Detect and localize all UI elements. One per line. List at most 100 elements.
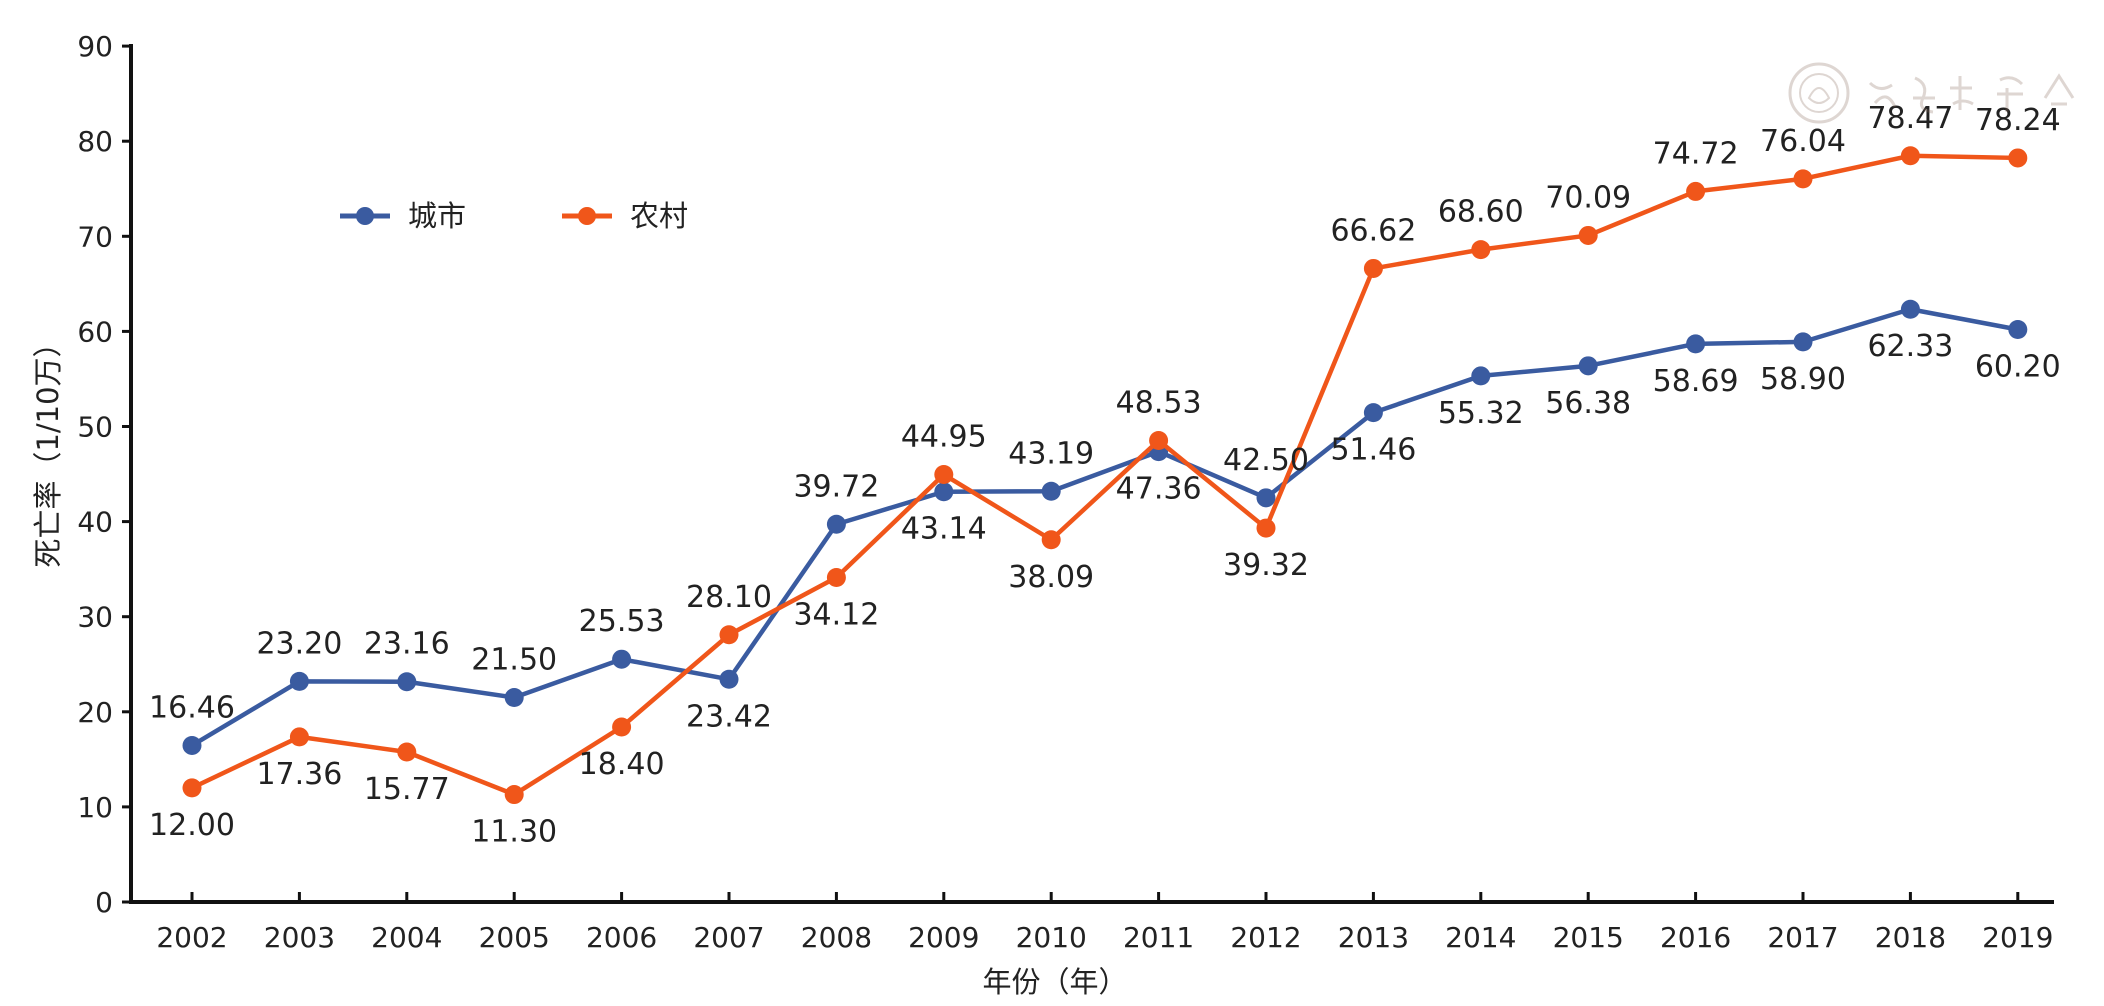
data-point-rural <box>1149 430 1169 450</box>
data-label-urban: 58.90 <box>1760 362 1846 397</box>
x-tick-label: 2019 <box>1982 921 2053 954</box>
data-point-rural <box>719 625 739 645</box>
data-label-urban: 47.36 <box>1116 472 1202 507</box>
data-label-rural: 74.72 <box>1653 136 1739 171</box>
legend-marker-urban <box>356 207 374 225</box>
seal-logo-icon <box>1788 62 2075 124</box>
x-tick-label: 2005 <box>479 921 550 954</box>
y-tick-label: 90 <box>77 30 113 63</box>
data-point-rural <box>612 717 632 737</box>
y-tick-label: 0 <box>95 886 113 919</box>
series-layer <box>182 146 2028 805</box>
data-point-rural <box>1041 530 1061 550</box>
data-labels: 16.46 23.20 23.16 21.50 25.53 23.42 39.72 43.14… <box>149 101 2061 850</box>
data-point-urban <box>1793 332 1813 352</box>
x-tick-label: 2008 <box>801 921 872 954</box>
data-point-rural <box>1578 225 1598 245</box>
data-label-rural: 44.95 <box>901 420 987 455</box>
data-point-rural <box>1900 146 1920 166</box>
data-point-urban <box>1363 403 1383 423</box>
data-point-rural <box>1363 258 1383 278</box>
y-tick-label: 40 <box>77 506 113 539</box>
legend: 城市 农村 <box>340 199 688 233</box>
x-tick-label: 2011 <box>1123 921 1194 954</box>
data-label-rural: 11.30 <box>471 815 557 850</box>
legend-label-urban: 城市 <box>408 199 466 233</box>
y-ticks: 0 10 20 30 40 50 60 70 80 90 <box>77 30 131 919</box>
data-point-urban <box>289 671 309 691</box>
data-label-urban: 23.20 <box>256 626 342 661</box>
data-point-urban <box>397 672 417 692</box>
data-point-rural <box>934 465 954 485</box>
data-point-urban <box>1041 481 1061 501</box>
y-tick-label: 50 <box>77 411 113 444</box>
data-point-urban <box>826 514 846 534</box>
data-point-rural <box>1256 518 1276 538</box>
data-label-urban: 25.53 <box>579 604 665 639</box>
data-point-urban <box>1471 366 1491 386</box>
x-tick-label: 2013 <box>1338 921 1409 954</box>
x-tick-label: 2002 <box>156 921 227 954</box>
data-label-urban: 23.42 <box>686 699 772 734</box>
watermark <box>1785 58 2104 128</box>
data-label-urban: 42.50 <box>1223 443 1309 478</box>
x-tick-label: 2014 <box>1445 921 1516 954</box>
data-label-urban: 55.32 <box>1438 396 1524 431</box>
data-label-rural: 38.09 <box>1008 560 1094 595</box>
legend-label-rural: 农村 <box>630 199 688 233</box>
data-label-rural: 17.36 <box>256 757 342 792</box>
y-axis-title: 死亡率（1/10万） <box>31 328 65 567</box>
legend-marker-rural <box>578 207 596 225</box>
data-label-rural: 28.10 <box>686 580 772 615</box>
data-label-urban: 16.46 <box>149 690 235 725</box>
data-label-urban: 43.14 <box>901 512 987 547</box>
data-point-urban <box>1256 488 1276 508</box>
x-tick-label: 2004 <box>371 921 442 954</box>
data-label-rural: 12.00 <box>149 808 235 843</box>
data-label-rural: 66.62 <box>1330 213 1416 248</box>
x-ticks: 2002 2003 2004 2005 2006 2007 2008 2009 2010 2011… <box>156 892 2053 954</box>
data-point-urban <box>182 735 202 755</box>
x-tick-label: 2015 <box>1553 921 1624 954</box>
data-label-rural: 68.60 <box>1438 195 1524 230</box>
data-point-rural <box>397 742 417 762</box>
data-label-urban: 23.16 <box>364 627 450 662</box>
x-tick-label: 2006 <box>586 921 657 954</box>
data-label-rural: 76.04 <box>1760 124 1846 159</box>
data-point-rural <box>1686 181 1706 201</box>
data-label-rural: 39.32 <box>1223 548 1309 583</box>
y-tick-label: 20 <box>77 696 113 729</box>
data-label-rural: 34.12 <box>793 598 879 633</box>
x-tick-label: 2016 <box>1660 921 1731 954</box>
data-point-urban <box>719 669 739 689</box>
data-point-urban <box>1578 356 1598 376</box>
y-tick-label: 70 <box>77 220 113 253</box>
data-point-rural <box>289 727 309 747</box>
data-label-urban: 60.20 <box>1975 349 2061 384</box>
x-tick-label: 2018 <box>1875 921 1946 954</box>
data-point-rural <box>1793 169 1813 189</box>
series-line-rural <box>191 153 2018 797</box>
x-tick-label: 2007 <box>693 921 764 954</box>
legend-item-urban: 城市 <box>340 199 466 233</box>
data-point-urban <box>504 688 524 708</box>
data-point-rural <box>182 778 202 798</box>
x-tick-label: 2012 <box>1230 921 1301 954</box>
data-label-rural: 15.77 <box>364 772 450 807</box>
data-label-rural: 18.40 <box>579 747 665 782</box>
series-line-urban <box>190 306 2019 748</box>
x-tick-label: 2003 <box>264 921 335 954</box>
data-point-rural <box>1471 240 1491 260</box>
data-label-urban: 43.19 <box>1008 436 1094 471</box>
y-tick-label: 30 <box>77 601 113 634</box>
x-axis-title: 年份（年） <box>982 965 1127 999</box>
data-point-rural <box>826 568 846 588</box>
data-point-urban <box>1900 299 1920 319</box>
data-point-urban <box>934 482 954 502</box>
data-label-urban: 62.33 <box>1867 329 1953 364</box>
y-tick-label: 80 <box>77 125 113 158</box>
data-label-rural: 48.53 <box>1116 385 1202 420</box>
data-point-rural <box>504 785 524 805</box>
data-label-rural: 78.24 <box>1975 103 2061 138</box>
data-label-urban: 51.46 <box>1330 433 1416 468</box>
